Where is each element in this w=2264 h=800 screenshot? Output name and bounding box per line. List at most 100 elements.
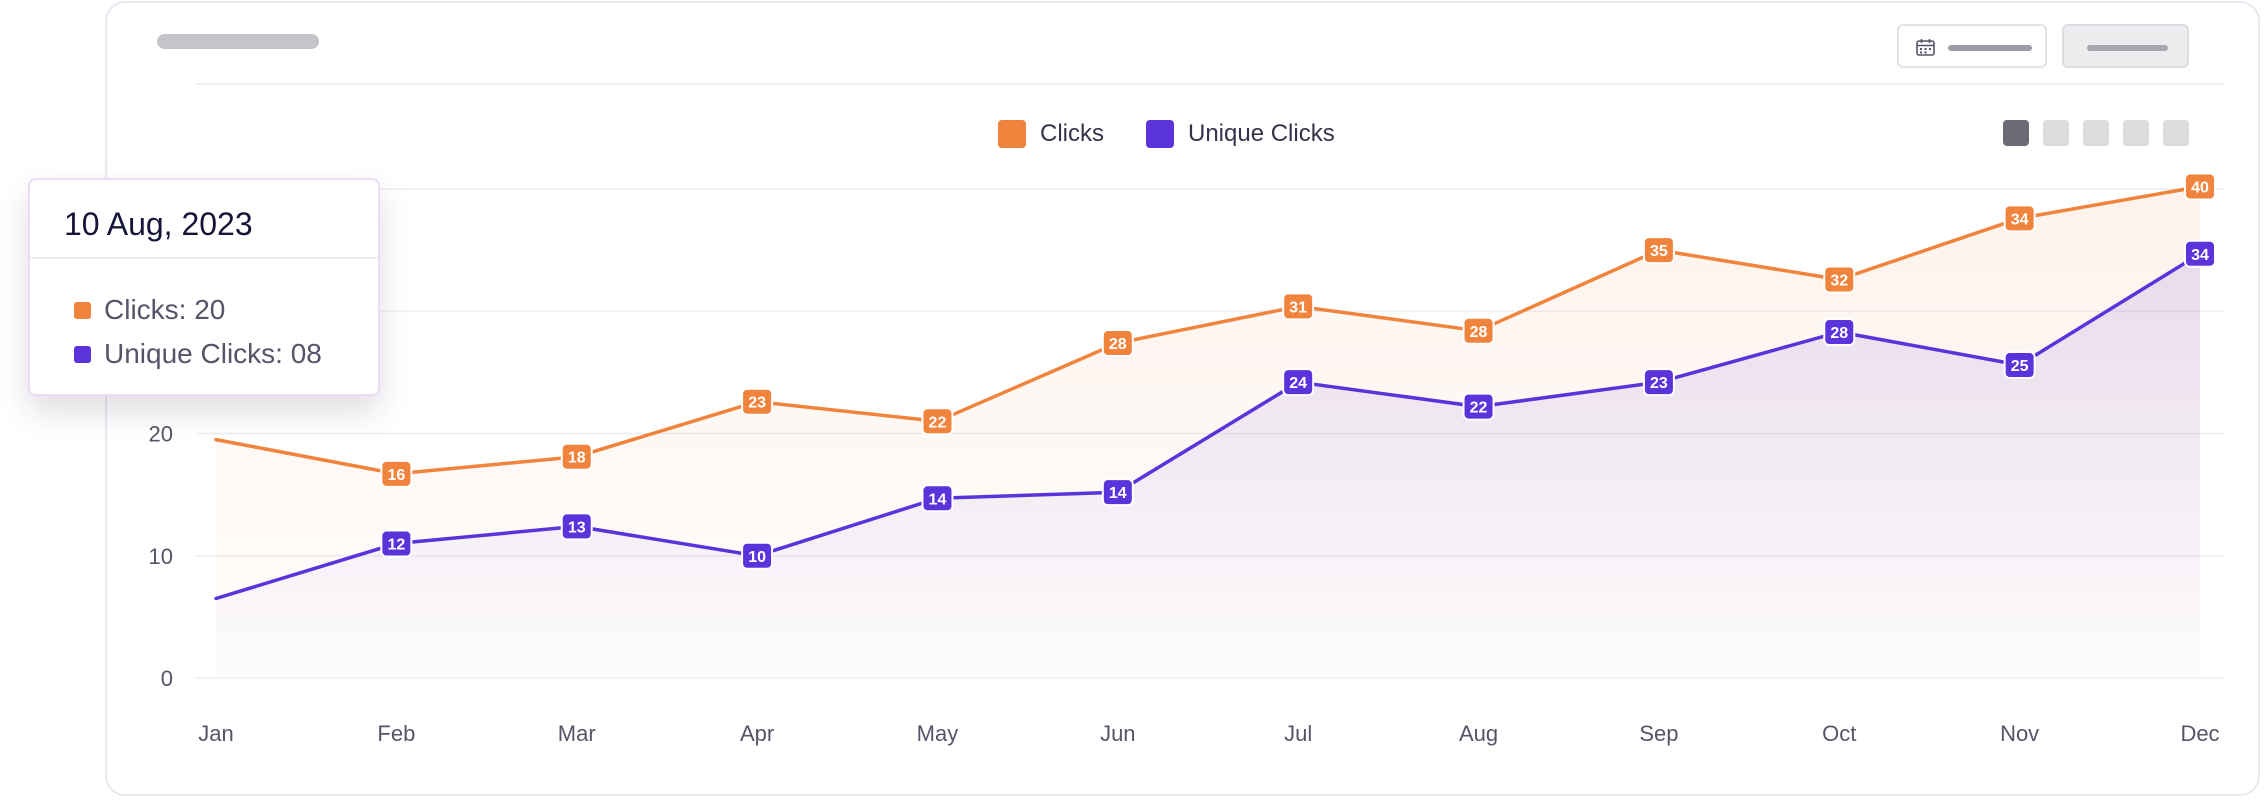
data-point-clicks-may[interactable]: 22 (921, 407, 954, 436)
data-label-box (921, 484, 954, 513)
view-toggle-2[interactable] (2043, 120, 2069, 146)
tooltip-swatch-clicks (74, 301, 91, 319)
data-point-unique-clicks-may[interactable]: 14 (921, 484, 954, 513)
data-label-text: 28 (1830, 325, 1848, 342)
data-label-text: 34 (2011, 211, 2029, 228)
calendar-icon (1916, 39, 1935, 56)
data-point-clicks-feb[interactable]: 16 (380, 459, 413, 488)
line-clicks (214, 184, 2202, 476)
data-label-box (1823, 265, 1856, 294)
data-point-unique-clicks-dec[interactable]: 34 (2184, 239, 2216, 268)
data-label-box (1823, 318, 1856, 347)
x-tick-label-sep: Sep (1639, 721, 1678, 746)
chart-tooltip: 10 Aug, 2023 Clicks: 20 Unique Clicks: 0… (28, 178, 380, 396)
data-label-text: 23 (748, 395, 766, 412)
data-label-box (380, 529, 413, 558)
data-label-text: 10 (748, 549, 766, 566)
data-point-clicks-jul[interactable]: 31 (1282, 292, 1315, 321)
data-label-box (1642, 236, 1675, 265)
data-point-unique-clicks-jul[interactable]: 24 (1282, 368, 1315, 397)
tooltip-row-unique-clicks: Unique Clicks: 08 (74, 338, 322, 370)
view-toggle-4[interactable] (2123, 120, 2149, 146)
date-range-placeholder (1948, 45, 2032, 51)
tooltip-title: 10 Aug, 2023 (64, 206, 253, 242)
data-label-text: 23 (1650, 375, 1668, 392)
data-label-text: 14 (929, 491, 947, 508)
data-label-text: 18 (568, 450, 586, 467)
legend-swatch-clicks (998, 120, 1026, 148)
data-label-box (2184, 172, 2216, 201)
data-label-box (1101, 329, 1134, 358)
data-point-unique-clicks-apr[interactable]: 10 (741, 541, 774, 570)
y-tick-label-20: 20 (149, 422, 173, 447)
data-label-box (741, 387, 774, 416)
date-range-button[interactable] (1897, 24, 2047, 68)
view-toggle-5[interactable] (2163, 120, 2189, 146)
data-point-unique-clicks-sep[interactable]: 23 (1642, 368, 1675, 397)
x-tick-label-mar: Mar (558, 721, 596, 746)
legend-item-clicks[interactable]: Clicks (998, 120, 1104, 148)
data-label-text: 13 (568, 519, 586, 536)
data-point-unique-clicks-nov[interactable]: 25 (2003, 351, 2036, 380)
data-label-box (1462, 316, 1495, 345)
data-label-text: 32 (1830, 272, 1848, 289)
legend-label-unique-clicks: Unique Clicks (1188, 120, 1335, 147)
legend-label-clicks: Clicks (1040, 120, 1104, 147)
view-toggle-1[interactable] (2003, 120, 2029, 146)
data-point-unique-clicks-mar[interactable]: 13 (560, 512, 593, 541)
data-label-box (2003, 351, 2036, 380)
data-point-clicks-nov[interactable]: 34 (2003, 204, 2036, 233)
card-title-placeholder (157, 34, 319, 49)
x-tick-label-apr: Apr (740, 721, 774, 746)
options-button[interactable] (2062, 24, 2189, 68)
x-tick-label-oct: Oct (1822, 721, 1856, 746)
tooltip-swatch-unique-clicks (74, 345, 91, 363)
data-label-box (1282, 292, 1315, 321)
data-point-clicks-dec[interactable]: 40 (2184, 172, 2216, 201)
data-point-clicks-sep[interactable]: 35 (1642, 236, 1675, 265)
view-toggle-3[interactable] (2083, 120, 2109, 146)
data-point-clicks-oct[interactable]: 32 (1823, 265, 1856, 294)
data-label-text: 12 (387, 537, 405, 554)
x-tick-label-may: May (917, 721, 959, 746)
data-label-text: 28 (1109, 336, 1127, 353)
tooltip-label-unique-clicks: Unique Clicks: 08 (104, 338, 322, 369)
x-tick-label-jun: Jun (1100, 721, 1135, 746)
data-label-box (1462, 392, 1495, 421)
x-tick-label-jul: Jul (1284, 721, 1312, 746)
data-label-text: 28 (1470, 324, 1488, 341)
data-label-box (1101, 478, 1134, 507)
legend-swatch-unique-clicks (1146, 120, 1174, 148)
data-point-unique-clicks-aug[interactable]: 22 (1462, 392, 1495, 421)
data-label-text: 25 (2011, 358, 2029, 375)
data-point-unique-clicks-jun[interactable]: 14 (1101, 478, 1134, 507)
x-tick-label-aug: Aug (1459, 721, 1498, 746)
data-point-clicks-jun[interactable]: 28 (1101, 329, 1134, 358)
data-label-text: 22 (1470, 400, 1488, 417)
tooltip-row-clicks: Clicks: 20 (74, 294, 225, 326)
y-tick-label-10: 10 (149, 544, 173, 569)
legend-item-unique-clicks[interactable]: Unique Clicks (1146, 120, 1335, 148)
data-point-clicks-apr[interactable]: 23 (741, 387, 774, 416)
data-point-unique-clicks-feb[interactable]: 12 (380, 529, 413, 558)
header-divider (196, 83, 2224, 85)
data-point-unique-clicks-oct[interactable]: 28 (1823, 318, 1856, 347)
data-label-text: 22 (929, 414, 947, 431)
x-tick-label-feb: Feb (377, 721, 415, 746)
data-label-box (2184, 239, 2216, 268)
data-label-box (1642, 368, 1675, 397)
data-point-clicks-aug[interactable]: 28 (1462, 316, 1495, 345)
data-label-text: 34 (2191, 247, 2209, 264)
options-placeholder (2087, 45, 2168, 51)
x-tick-label-dec: Dec (2180, 721, 2219, 746)
area-unique-clicks (216, 253, 2200, 679)
data-label-text: 16 (387, 467, 405, 484)
data-label-box (1282, 368, 1315, 397)
data-point-clicks-mar[interactable]: 18 (560, 442, 593, 471)
data-label-box (741, 541, 774, 570)
data-label-text: 24 (1289, 375, 1307, 392)
data-label-text: 31 (1289, 299, 1307, 316)
data-label-text: 14 (1109, 485, 1127, 502)
data-label-box (560, 512, 593, 541)
